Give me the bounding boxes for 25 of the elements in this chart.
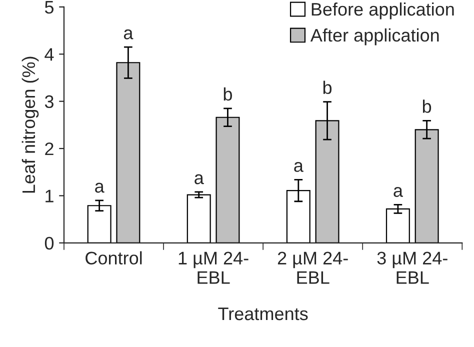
x-axis-title: Treatments [218,308,308,320]
data-label: a [394,187,403,197]
data-label: a [124,29,134,40]
legend-label: After application [310,28,439,46]
x-tick-label: 2 µM 24- EBL [278,252,348,284]
data-label: a [194,174,204,184]
y-tick-label: 1 [46,190,54,202]
data-label: a [294,162,304,172]
data-label: b [224,87,232,101]
bar [87,205,112,243]
y-tick-label: 4 [44,48,54,61]
x-tick-label: Control [86,251,142,264]
y-tick-label: 3 [44,95,54,108]
data-label: b [422,100,432,113]
y-axis-title: Leaf nitrogen (%) [22,56,39,193]
data-label: a [95,182,104,193]
bar [186,194,211,243]
y-tick-label: 5 [44,1,54,14]
legend-label: Before application [312,2,454,20]
y-tick-label: 0 [44,236,54,250]
bar [386,208,410,243]
x-tick-label: 3 µM 24- EBL [377,252,448,284]
data-label: b [323,80,332,94]
y-tick-label: 2 [45,142,54,156]
x-tick-label: 1 µM 24- EBL [178,252,248,284]
